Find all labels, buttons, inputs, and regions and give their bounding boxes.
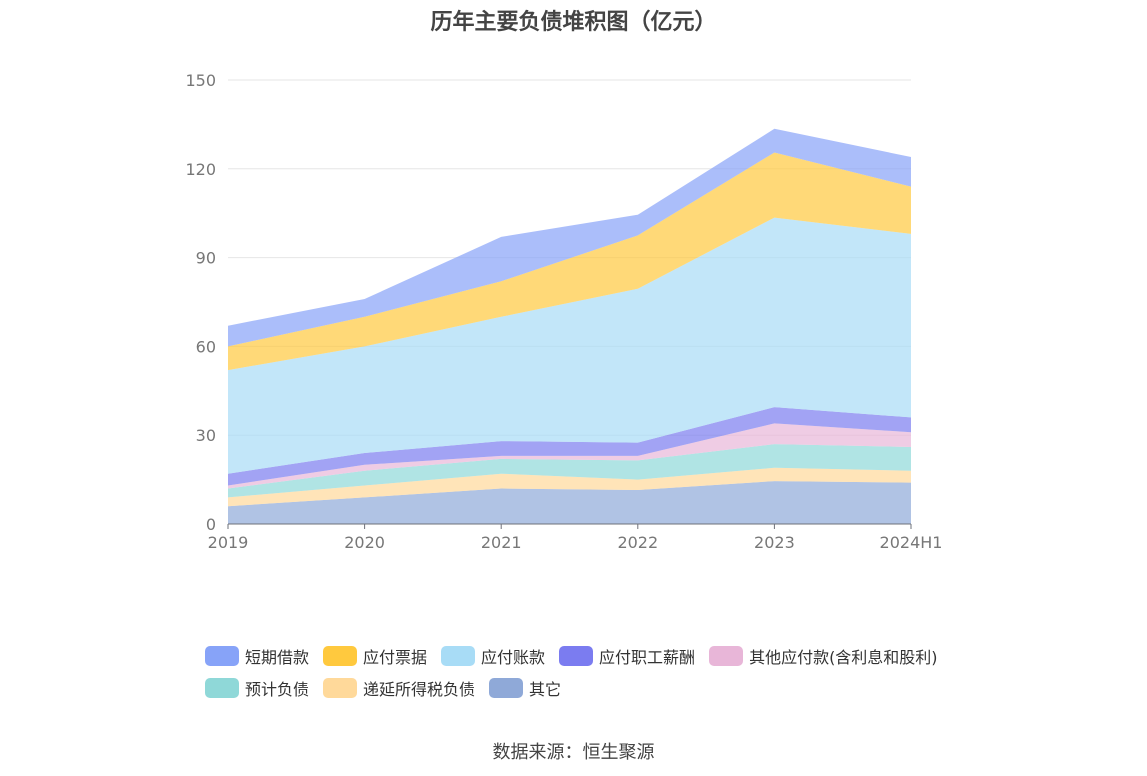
y-tick-label: 150 bbox=[185, 71, 216, 90]
legend-swatch bbox=[441, 646, 476, 666]
legend-item[interactable]: 递延所得税负债 bbox=[323, 676, 475, 700]
source-note: 数据来源：恒生聚源 bbox=[492, 742, 655, 763]
legend: 短期借款 应付票据 应付账款 应付职工薪酬 其他应付款(含利息和股利) 预计负债 递延所得… bbox=[205, 640, 965, 704]
legend-label: 其它 bbox=[529, 680, 562, 699]
legend-row: 短期借款 应付票据 应付账款 应付职工薪酬 其他应付款(含利息和股利) bbox=[205, 640, 965, 672]
legend-label: 应付账款 bbox=[481, 648, 546, 667]
y-tick-label: 30 bbox=[196, 426, 216, 445]
y-tick-label: 120 bbox=[185, 160, 216, 179]
legend-label: 递延所得税负债 bbox=[363, 680, 476, 699]
legend-swatch bbox=[205, 646, 239, 666]
legend-swatch bbox=[323, 678, 358, 698]
legend-label: 短期借款 bbox=[245, 648, 310, 667]
legend-swatch bbox=[489, 678, 524, 698]
area-series-应付职工薪酬 bbox=[228, 407, 911, 486]
x-tick-label: 2020 bbox=[344, 533, 385, 552]
legend-swatch bbox=[559, 646, 594, 666]
area-series-递延所得税负债 bbox=[228, 467, 911, 507]
area-series-其他应付款(含利息和股利) bbox=[228, 423, 911, 489]
legend-item[interactable]: 应付票据 bbox=[323, 644, 427, 668]
area-series-应付票据 bbox=[228, 152, 911, 371]
area-series-应付账款 bbox=[228, 217, 911, 474]
chart-title: 历年主要负债堆积图（亿元） bbox=[430, 10, 717, 35]
legend-label: 应付职工薪酬 bbox=[599, 648, 696, 667]
legend-row: 预计负债 递延所得税负债 其它 bbox=[205, 672, 965, 704]
x-tick-label: 2019 bbox=[208, 533, 249, 552]
y-tick-label: 0 bbox=[206, 515, 216, 534]
legend-item[interactable]: 短期借款 bbox=[205, 644, 309, 668]
legend-swatch bbox=[323, 646, 358, 666]
legend-item[interactable]: 应付账款 bbox=[441, 644, 545, 668]
area-series-预计负债 bbox=[228, 444, 911, 498]
legend-item[interactable]: 其他应付款(含利息和股利) bbox=[709, 644, 938, 668]
legend-label: 应付票据 bbox=[363, 648, 428, 667]
legend-item[interactable]: 预计负债 bbox=[205, 676, 309, 700]
y-tick-label: 60 bbox=[196, 337, 216, 356]
x-tick-label: 2022 bbox=[617, 533, 658, 552]
legend-swatch bbox=[709, 646, 744, 666]
x-tick-label: 2024H1 bbox=[880, 533, 943, 552]
legend-item[interactable]: 应付职工薪酬 bbox=[559, 644, 695, 668]
area-series-短期借款 bbox=[228, 128, 911, 347]
legend-label: 预计负债 bbox=[245, 680, 310, 699]
chart-plot: 0 30 60 90 120 150 2019 2020 2021 2022 2023 2024H1 bbox=[185, 71, 943, 552]
y-tick-label: 90 bbox=[196, 249, 216, 268]
x-tick-label: 2023 bbox=[754, 533, 795, 552]
x-tick-label: 2021 bbox=[481, 533, 522, 552]
legend-item[interactable]: 其它 bbox=[489, 676, 561, 700]
area-series-其它 bbox=[228, 481, 911, 524]
legend-swatch bbox=[205, 678, 239, 698]
legend-label: 其他应付款(含利息和股利) bbox=[749, 648, 938, 667]
